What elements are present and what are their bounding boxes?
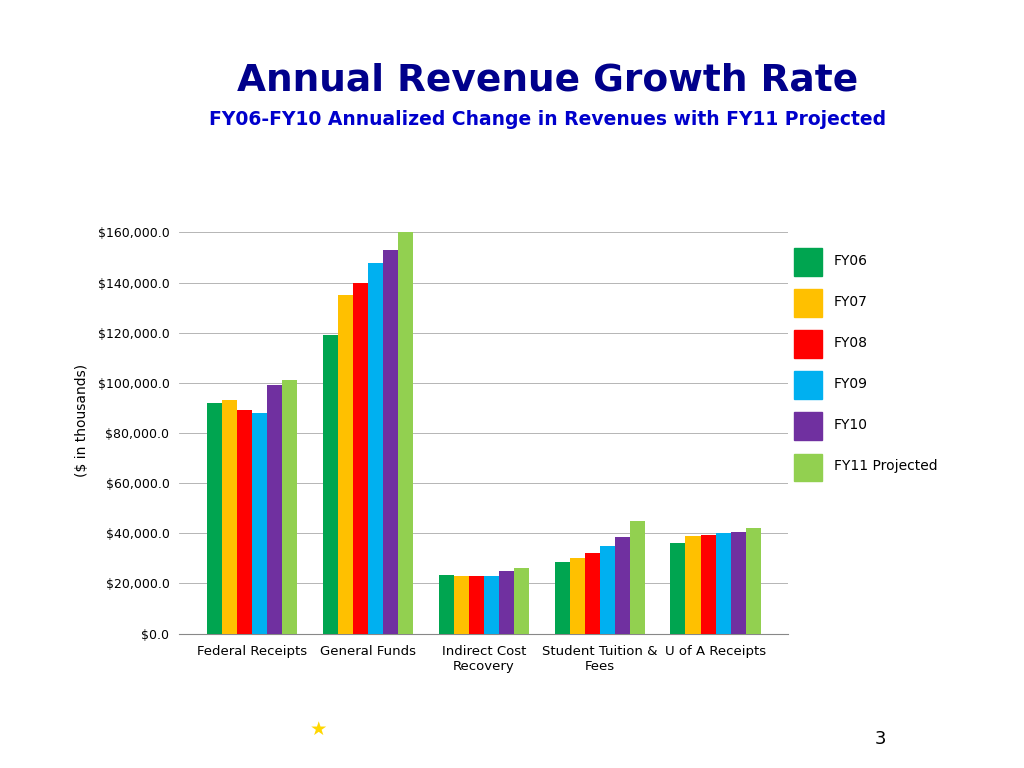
Text: FY11 Projected: FY11 Projected bbox=[834, 459, 937, 473]
Bar bbox=[671, 543, 685, 634]
Bar bbox=[368, 263, 383, 634]
Bar bbox=[338, 295, 353, 634]
Text: FY09: FY09 bbox=[834, 377, 867, 391]
Bar bbox=[237, 410, 252, 634]
Bar bbox=[469, 576, 484, 634]
Bar bbox=[685, 536, 700, 634]
Bar bbox=[794, 453, 821, 481]
Bar bbox=[794, 372, 821, 399]
Text: ALASKA’S FIRST UNIVERSITY: ALASKA’S FIRST UNIVERSITY bbox=[26, 722, 270, 737]
Bar bbox=[794, 249, 821, 276]
Bar bbox=[438, 574, 454, 634]
Text: ≡ h ™: ≡ h ™ bbox=[677, 743, 699, 750]
Text: FY06-FY10 Annualized Change in Revenues with FY11 Projected: FY06-FY10 Annualized Change in Revenues … bbox=[209, 110, 887, 128]
Bar bbox=[383, 250, 398, 634]
Text: FY10: FY10 bbox=[834, 418, 867, 432]
Bar bbox=[731, 532, 745, 634]
Text: UAF: UAF bbox=[664, 717, 713, 737]
Bar bbox=[484, 576, 499, 634]
Text: FY07: FY07 bbox=[834, 295, 867, 310]
Bar bbox=[398, 233, 413, 634]
Bar bbox=[794, 290, 821, 317]
Text: AMERICA’S ARCTIC RESEARCH UNIVERSITY: AMERICA’S ARCTIC RESEARCH UNIVERSITY bbox=[344, 722, 708, 737]
Bar bbox=[252, 413, 267, 634]
Text: Annual Revenue Growth Rate: Annual Revenue Growth Rate bbox=[238, 63, 858, 98]
Bar bbox=[267, 386, 283, 634]
Y-axis label: ($ in thousands): ($ in thousands) bbox=[76, 364, 89, 477]
Bar bbox=[745, 528, 761, 634]
Bar bbox=[614, 537, 630, 634]
Text: FY08: FY08 bbox=[834, 336, 867, 350]
Bar bbox=[716, 533, 731, 634]
Bar bbox=[514, 568, 529, 634]
Bar bbox=[222, 400, 237, 634]
Text: ★: ★ bbox=[309, 720, 328, 739]
Bar bbox=[283, 380, 297, 634]
Text: FY06: FY06 bbox=[834, 254, 867, 268]
Bar bbox=[323, 336, 338, 634]
Bar bbox=[353, 283, 368, 634]
Bar bbox=[794, 412, 821, 440]
Bar bbox=[700, 535, 716, 634]
Bar bbox=[585, 554, 600, 634]
Bar bbox=[600, 546, 614, 634]
Text: 3: 3 bbox=[874, 730, 887, 748]
Bar bbox=[630, 521, 645, 634]
Bar bbox=[569, 558, 585, 634]
Bar bbox=[207, 403, 222, 634]
Bar bbox=[555, 562, 569, 634]
Bar bbox=[794, 330, 821, 358]
Bar bbox=[499, 571, 514, 634]
Bar bbox=[454, 576, 469, 634]
